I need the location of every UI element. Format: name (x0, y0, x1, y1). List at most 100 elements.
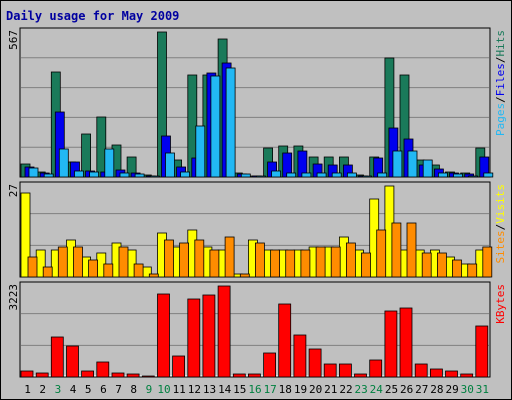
x-tick-label-day-4: 4 (70, 383, 77, 396)
bar-kbytes-day-17 (263, 352, 277, 378)
bar-kbytes-day-7 (111, 372, 125, 378)
panel-kbytes-series-label: KBytes (494, 284, 507, 324)
bar-kbytes-day-10 (157, 293, 170, 378)
x-tick-label-day-18: 18 (279, 383, 292, 396)
x-tick-label-day-25: 25 (385, 383, 398, 396)
bar-pages-day-13 (210, 75, 221, 178)
bar-pages-day-30 (468, 175, 479, 178)
bar-kbytes-day-31 (475, 325, 489, 378)
series-label-sites: Sites (494, 230, 507, 263)
panel-visits-ymax-label: 27 (7, 184, 20, 197)
x-tick-label-day-6: 6 (100, 383, 107, 396)
bar-sites-day-31 (482, 246, 493, 278)
bar-kbytes-day-16 (247, 373, 261, 378)
x-tick-label-day-21: 21 (324, 383, 337, 396)
x-tick-label-day-30: 30 (461, 383, 474, 396)
bar-kbytes-day-30 (460, 373, 474, 378)
x-tick-label-day-8: 8 (130, 383, 137, 396)
bar-pages-day-18 (286, 172, 297, 178)
bar-sites-day-3 (57, 246, 68, 278)
bar-sites-day-10 (164, 239, 174, 278)
bar-pages-day-31 (483, 172, 494, 178)
bar-kbytes-day-18 (278, 303, 292, 378)
bar-kbytes-day-1 (20, 370, 34, 378)
bar-kbytes-day-21 (323, 363, 337, 378)
bar-kbytes-day-23 (354, 373, 367, 378)
x-tick-label-day-17: 17 (264, 383, 277, 396)
bar-sites-day-18 (285, 249, 296, 278)
bar-kbytes-day-13 (202, 294, 216, 378)
x-axis-day-labels: 1 2 3 4 5 6 7 8 9 10 11 12 13 14 15 16 17 18 19 20 21 22 23 24 2… (24, 383, 489, 396)
panel-hits-series-label: Pages/Files/Hits (494, 30, 507, 136)
series-label-separator: / (494, 224, 507, 231)
panel-visits-series-label: Sites/Visits (494, 184, 507, 264)
panel-kbytes-frame (19, 281, 491, 378)
bar-sites-day-19 (300, 249, 311, 278)
x-tick-label-day-11: 11 (173, 383, 186, 396)
series-label-separator: / (494, 96, 507, 103)
bar-pages-day-27 (422, 159, 433, 178)
bar-sites-day-29 (452, 259, 462, 278)
bar-kbytes-day-15 (232, 373, 246, 378)
bar-sites-day-17 (270, 249, 281, 278)
bar-kbytes-day-24 (369, 359, 383, 378)
bar-kbytes-day-4 (66, 345, 79, 378)
bar-sites-day-22 (345, 242, 356, 278)
bar-pages-day-24 (377, 172, 388, 178)
bar-pages-day-14 (225, 67, 236, 178)
bar-pages-day-26 (407, 150, 418, 178)
bar-sites-day-14 (224, 236, 235, 278)
bar-sites-day-30 (467, 263, 478, 278)
bar-kbytes-day-2 (35, 372, 49, 378)
series-label-pages: Pages (494, 103, 507, 136)
bar-sites-day-13 (209, 249, 220, 278)
series-label-files: Files (494, 63, 507, 96)
bar-kbytes-day-25 (384, 310, 398, 378)
bar-sites-day-8 (133, 263, 144, 278)
bar-sites-day-27 (421, 252, 432, 278)
bar-kbytes-day-27 (414, 363, 428, 378)
bar-kbytes-day-8 (126, 373, 140, 378)
x-tick-label-day-23: 23 (354, 383, 367, 396)
bar-pages-day-4 (74, 170, 84, 178)
bar-sites-day-20 (315, 246, 326, 278)
bar-sites-day-1 (27, 256, 38, 278)
bar-pages-day-25 (392, 150, 403, 178)
bar-sites-day-5 (88, 259, 98, 278)
bar-kbytes-day-11 (172, 355, 186, 378)
bar-hits-day-5 (81, 133, 91, 178)
bar-pages-day-7 (119, 172, 130, 178)
series-label-hits: Hits (494, 30, 507, 57)
bar-sites-day-26 (406, 222, 417, 278)
bar-kbytes-day-26 (399, 307, 413, 378)
series-label-separator: / (494, 57, 507, 64)
x-tick-label-day-28: 28 (430, 383, 443, 396)
bar-pages-day-19 (301, 172, 312, 178)
bar-kbytes-day-9 (141, 375, 155, 378)
bar-pages-day-23 (362, 175, 372, 178)
bar-kbytes-day-22 (338, 363, 352, 378)
chart-title: Daily usage for May 2009 (6, 9, 179, 23)
bar-kbytes-day-14 (217, 285, 231, 378)
x-tick-label-day-26: 26 (400, 383, 413, 396)
panel-kbytes-ymax-label: 3223 (7, 284, 20, 311)
bar-sites-day-12 (194, 239, 205, 278)
bar-sites-day-24 (376, 229, 387, 278)
bar-sites-day-16 (254, 242, 265, 278)
bar-sites-day-15 (239, 273, 250, 278)
bar-sites-day-2 (42, 266, 53, 278)
bar-pages-day-9 (149, 175, 160, 178)
bar-sites-day-25 (391, 222, 402, 278)
bar-sites-day-11 (179, 242, 190, 278)
x-tick-label-day-12: 12 (188, 383, 201, 396)
bar-kbytes-day-6 (96, 361, 110, 378)
bar-sites-day-7 (118, 246, 129, 278)
x-tick-label-day-2: 2 (39, 383, 46, 396)
bar-pages-day-28 (437, 172, 448, 178)
bar-pages-day-2 (43, 173, 54, 178)
bar-pages-day-6 (104, 148, 115, 178)
bar-sites-day-9 (148, 273, 159, 278)
